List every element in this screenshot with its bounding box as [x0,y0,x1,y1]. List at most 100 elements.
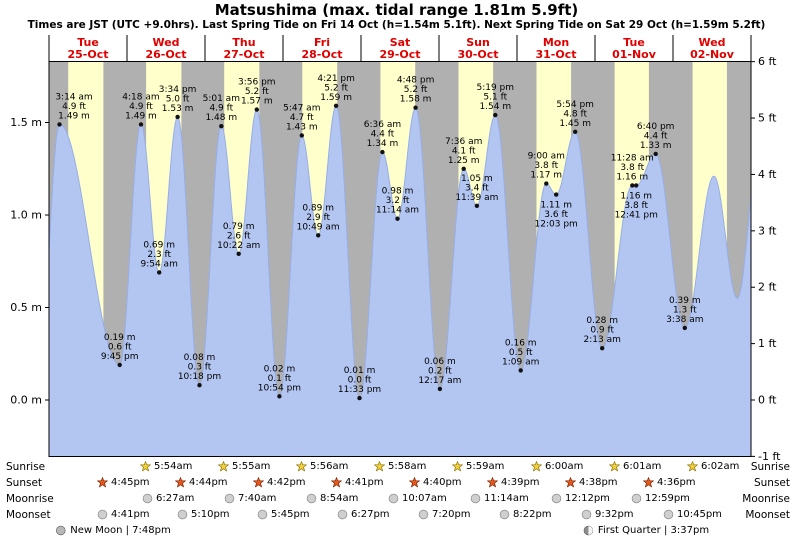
moonset-time: 7:20pm [432,509,471,520]
moonset-time: 6:27pm [351,509,390,520]
day-label-date: 30-Oct [457,48,498,61]
moonset-time: 9:32pm [595,509,634,520]
sunrise-icon [296,461,307,472]
moonrise-event: 12:59pm [631,492,690,505]
sunset-icon [97,477,108,488]
day-label-weekday: Wed [152,36,179,49]
moonrise-icon [470,493,481,504]
moonrise-time: 8:54am [320,493,359,504]
tide-extreme-dot [157,270,162,275]
moonset-event: 9:32pm [581,508,634,521]
new-moon-icon [55,525,66,536]
day-label-date: 26-Oct [145,48,186,61]
day-label-weekday: Tue [623,36,645,49]
day-label-date: 31-Oct [535,48,576,61]
moonset-icon [337,509,348,520]
day-label-weekday: Sat [390,36,411,49]
moonset-icon [97,509,108,520]
moonset-time: 5:45pm [271,509,310,520]
tide-annotation: 0.98 m 3.2 ft 11:14 am [376,187,419,216]
moonset-event: 8:22pm [499,508,552,521]
moonrise-time: 12:59pm [645,493,690,504]
tide-extreme-dot [518,368,523,373]
sunset-icon [409,477,420,488]
moonrise-event: 8:54am [306,492,358,505]
tide-annotation: 11:28 am 3.8 ft 1.16 m [611,153,654,182]
moonset-icon [177,509,188,520]
tide-annotation: 7:36 am 4.1 ft 1.25 m [445,137,482,166]
tide-extreme-dot [554,192,559,197]
tide-extreme-dot [630,183,635,188]
moonset-icon [257,509,268,520]
moonset-time: 8:22pm [513,509,552,520]
sunrise-icon [452,461,463,472]
tide-extreme-dot [380,149,385,155]
sunset-icon [487,477,498,488]
sunset-row-label-right: Sunset [753,477,790,489]
tide-annotation: 3:14 am 4.9 ft 1.49 m [55,92,92,121]
tide-annotation: 9:00 am 3.8 ft 1.17 m [528,152,565,181]
moonrise-row-label-right: Moonrise [742,493,790,505]
moonrise-icon [551,493,562,504]
moonrise-icon [142,493,153,504]
sunrise-event: 6:02am [687,460,739,473]
day-label-weekday: Fri [314,36,330,49]
tide-extreme-dot [413,105,418,110]
moonset-event: 7:20pm [418,508,471,521]
ft-axis-label: 2 ft [758,281,777,294]
tide-annotation: 5:47 am 4.7 ft 1.43 m [283,103,320,132]
tide-extreme-dot [634,183,639,188]
moonrise-event: 12:12pm [551,492,610,505]
sunset-event: 4:36pm [643,476,696,489]
sunset-event: 4:39pm [487,476,540,489]
moonset-icon [499,509,510,520]
tide-annotation: 3:34 pm 5.0 ft 1.53 m [159,85,197,114]
tide-extreme-dot [236,251,241,256]
tide-annotation: 0.06 m 0.2 ft 12:17 am [418,357,461,386]
tide-extreme-dot [175,114,180,120]
moonrise-icon [224,493,235,504]
sunset-time: 4:39pm [501,477,540,488]
moonset-event: 5:10pm [177,508,230,521]
tide-extreme-dot [437,386,443,392]
tide-annotation: 1.16 m 3.8 ft 12:41 pm [615,191,658,220]
m-axis-label: 1.0 m [10,209,42,222]
sunset-event: 4:45pm [97,476,150,489]
tide-annotation: 0.01 m 0.0 ft 11:33 pm [338,366,381,395]
moon-phase-text: First Quarter | 3:37pm [597,525,710,536]
tide-annotation: 4:48 pm 5.2 ft 1.58 m [397,76,435,105]
tide-annotation: 0.79 m 2.6 ft 10:22 am [217,222,260,251]
tide-annotation: 1.11 m 3.6 ft 12:03 pm [535,201,578,230]
moonset-time: 4:41pm [111,509,150,520]
tide-extreme-dot [117,362,122,368]
sunset-event: 4:40pm [409,476,462,489]
day-label-weekday: Sun [466,36,490,49]
ft-axis-label: 6 ft [758,55,777,68]
day-label-date: 29-Oct [379,48,420,61]
day-label-weekday: Tue [77,36,99,49]
tide-annotation: 0.08 m 0.3 ft 10:18 pm [178,353,221,382]
moonrise-event: 11:14am [470,492,529,505]
tide-annotation: 1.05 m 3.4 ft 11:39 am [455,174,498,203]
sunset-icon [565,477,576,488]
moonrise-icon [631,493,642,504]
page-title: Matsushima (max. tidal range 1.81m 5.9ft… [214,1,579,19]
moon-phase-first-quarter: First Quarter | 3:37pm [583,525,709,536]
sunrise-time: 6:00am [545,461,584,472]
sunset-time: 4:42pm [267,477,306,488]
day-label-date: 28-Oct [301,48,342,61]
moon-phase-text: New Moon | 7:48pm [70,525,171,536]
moonset-icon [663,509,674,520]
sunset-time: 4:40pm [423,477,462,488]
sunset-icon [331,477,342,488]
moonset-row-label-left: Moonset [6,509,51,521]
sunrise-event: 6:00am [531,460,583,473]
day-label-date: 27-Oct [223,48,264,61]
day-label-date: 25-Oct [67,48,108,61]
tide-extreme-dot [57,122,62,127]
moonrise-time: 12:12pm [565,493,610,504]
tide-extreme-dot [653,151,658,157]
sunset-event: 4:41pm [331,476,384,489]
tide-extreme-dot [138,122,144,127]
